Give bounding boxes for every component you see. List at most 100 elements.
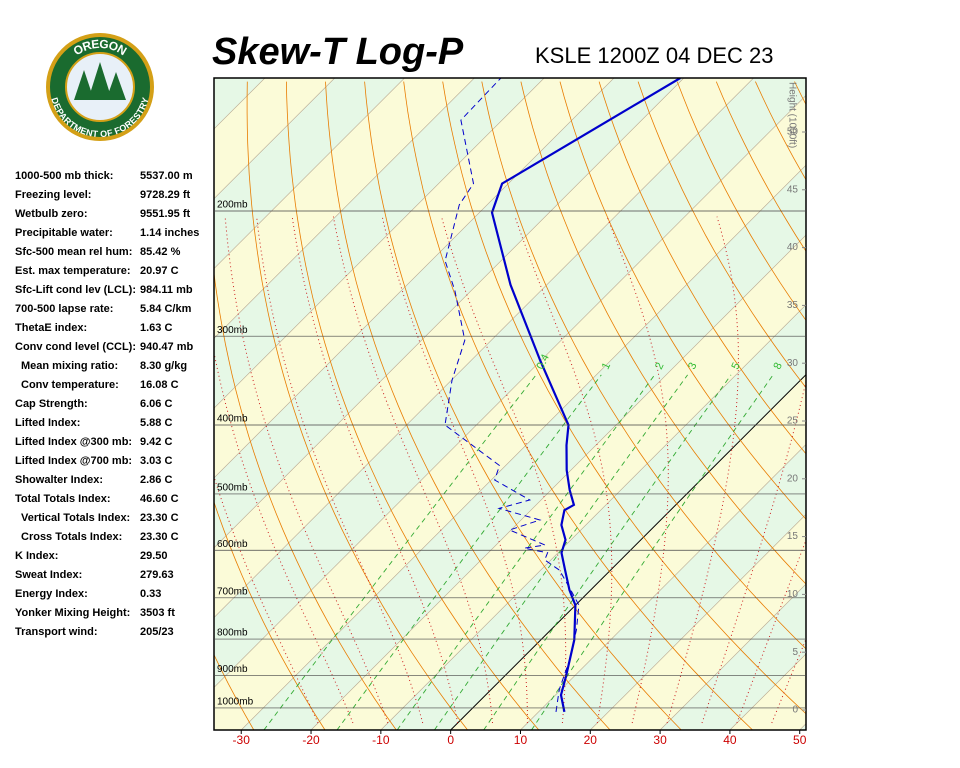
index-label: Conv cond level (CCL): bbox=[15, 341, 136, 353]
mixing-ratio-line bbox=[434, 374, 688, 730]
dry-adiabat bbox=[364, 81, 682, 730]
isotherm bbox=[214, 78, 405, 269]
index-value: 1.63 C bbox=[140, 322, 172, 334]
isotherm bbox=[214, 78, 615, 479]
index-value: 5.84 C/km bbox=[140, 303, 192, 315]
x-tick-label: -10 bbox=[372, 733, 390, 747]
index-label: Sweat Index: bbox=[15, 569, 82, 581]
pressure-label: 600mb bbox=[217, 539, 248, 550]
dry-adiabat bbox=[559, 81, 806, 520]
plot-area bbox=[214, 78, 960, 730]
plot-frame bbox=[213, 77, 807, 731]
dry-adiabat bbox=[598, 81, 806, 455]
index-label: Total Totals Index: bbox=[15, 493, 111, 505]
index-label: Freezing level: bbox=[15, 189, 91, 201]
height-label: 20 bbox=[787, 473, 799, 484]
x-tick-label: 20 bbox=[584, 733, 598, 747]
isotherm bbox=[241, 164, 806, 730]
index-value: 85.42 % bbox=[140, 246, 181, 258]
dry-adiabat bbox=[834, 82, 960, 730]
index-value: 8.30 g/kg bbox=[140, 360, 187, 372]
index-value: 940.47 mb bbox=[140, 341, 193, 353]
index-value: 984.11 mb bbox=[140, 284, 193, 296]
height-label: 40 bbox=[787, 242, 799, 253]
mixing-ratio-label: 5 bbox=[729, 361, 742, 372]
index-value: 5.88 C bbox=[140, 417, 172, 429]
index-label: Lifted Index @700 mb: bbox=[15, 455, 132, 467]
mixing-ratio-label: 2 bbox=[653, 361, 666, 372]
index-value: 9728.29 ft bbox=[140, 189, 190, 201]
isotherm bbox=[659, 583, 806, 730]
height-label: 30 bbox=[787, 358, 799, 369]
index-label: Wetbulb zero: bbox=[15, 208, 88, 220]
index-label: Sfc-Lift cond lev (LCL): bbox=[15, 284, 136, 296]
mixing-ratio-line bbox=[396, 374, 655, 730]
x-tick-label: -30 bbox=[233, 733, 251, 747]
logo-top-text: OREGON bbox=[71, 37, 129, 58]
index-label: Cap Strength: bbox=[15, 398, 88, 410]
dry-adiabat bbox=[286, 81, 540, 730]
index-label: Transport wind: bbox=[15, 626, 98, 638]
index-label: Sfc-500 mean rel hum: bbox=[15, 246, 132, 258]
index-label: Energy Index: bbox=[15, 588, 88, 600]
isotherm bbox=[214, 78, 475, 339]
moist-adiabat bbox=[291, 216, 459, 724]
index-value: 46.60 C bbox=[140, 493, 179, 505]
index-value: 3.03 C bbox=[140, 455, 172, 467]
index-value: 5537.00 m bbox=[140, 170, 193, 182]
index-label: Precipitable water: bbox=[15, 227, 113, 239]
mixing-ratio-label: 1 bbox=[600, 361, 613, 372]
index-value: 2.86 C bbox=[140, 474, 172, 486]
index-label: Conv temperature: bbox=[21, 379, 119, 391]
index-label: 1000-500 mb thick: bbox=[15, 170, 113, 182]
height-label: 0 bbox=[792, 705, 798, 716]
dry-adiabat bbox=[481, 81, 806, 650]
index-label: ThetaE index: bbox=[15, 322, 87, 334]
index-label: Cross Totals Index: bbox=[21, 531, 122, 543]
height-axis-title: Height (1000ft) bbox=[786, 82, 797, 148]
isotherm bbox=[590, 513, 806, 730]
mixing-ratio-line bbox=[336, 374, 602, 730]
mixing-ratio-label: 8 bbox=[771, 361, 784, 372]
pressure-label: 700mb bbox=[217, 586, 248, 597]
index-value: 9.42 C bbox=[140, 436, 172, 448]
index-value: 23.30 C bbox=[140, 512, 179, 524]
dry-adiabat bbox=[214, 500, 326, 730]
index-value: 9551.95 ft bbox=[140, 208, 190, 220]
dry-adiabat bbox=[442, 81, 806, 715]
dry-adiabat bbox=[912, 82, 960, 730]
height-label: 5 bbox=[792, 647, 798, 658]
index-value: 205/23 bbox=[140, 626, 174, 638]
pressure-label: 400mb bbox=[217, 414, 248, 425]
moist-adiabat bbox=[701, 378, 806, 724]
pressure-label: 900mb bbox=[217, 664, 248, 675]
x-tick-label: 30 bbox=[653, 733, 667, 747]
isotherm bbox=[380, 304, 806, 730]
dry-adiabat bbox=[715, 81, 806, 252]
moist-adiabat bbox=[214, 350, 354, 724]
index-value: 20.97 C bbox=[140, 265, 179, 277]
index-value: 23.30 C bbox=[140, 531, 179, 543]
mixing-ratio-line bbox=[483, 374, 732, 730]
index-label: 700-500 lapse rate: bbox=[15, 303, 113, 315]
isotherm-band bbox=[214, 95, 806, 730]
isotherm bbox=[214, 78, 685, 549]
dry-adiabat bbox=[873, 82, 960, 730]
height-label: 15 bbox=[787, 531, 799, 542]
moist-adiabat bbox=[666, 216, 739, 724]
mixing-ratio-line bbox=[263, 374, 537, 730]
dry-adiabat bbox=[403, 81, 753, 730]
index-value: 1.14 inches bbox=[140, 227, 199, 239]
mixing-ratio-label: 3 bbox=[686, 361, 699, 372]
dry-adiabat bbox=[637, 81, 806, 389]
dry-adiabat bbox=[246, 81, 468, 730]
dry-adiabat bbox=[325, 81, 611, 730]
moist-adiabat bbox=[441, 216, 567, 724]
index-value: 6.06 C bbox=[140, 398, 172, 410]
index-label: K Index: bbox=[15, 550, 58, 562]
logo: OREGON DEPARTMENT OF FORESTRY bbox=[46, 33, 154, 141]
index-label: Mean mixing ratio: bbox=[21, 360, 118, 372]
temperature-line bbox=[490, 78, 681, 713]
index-value: 279.63 bbox=[140, 569, 174, 581]
